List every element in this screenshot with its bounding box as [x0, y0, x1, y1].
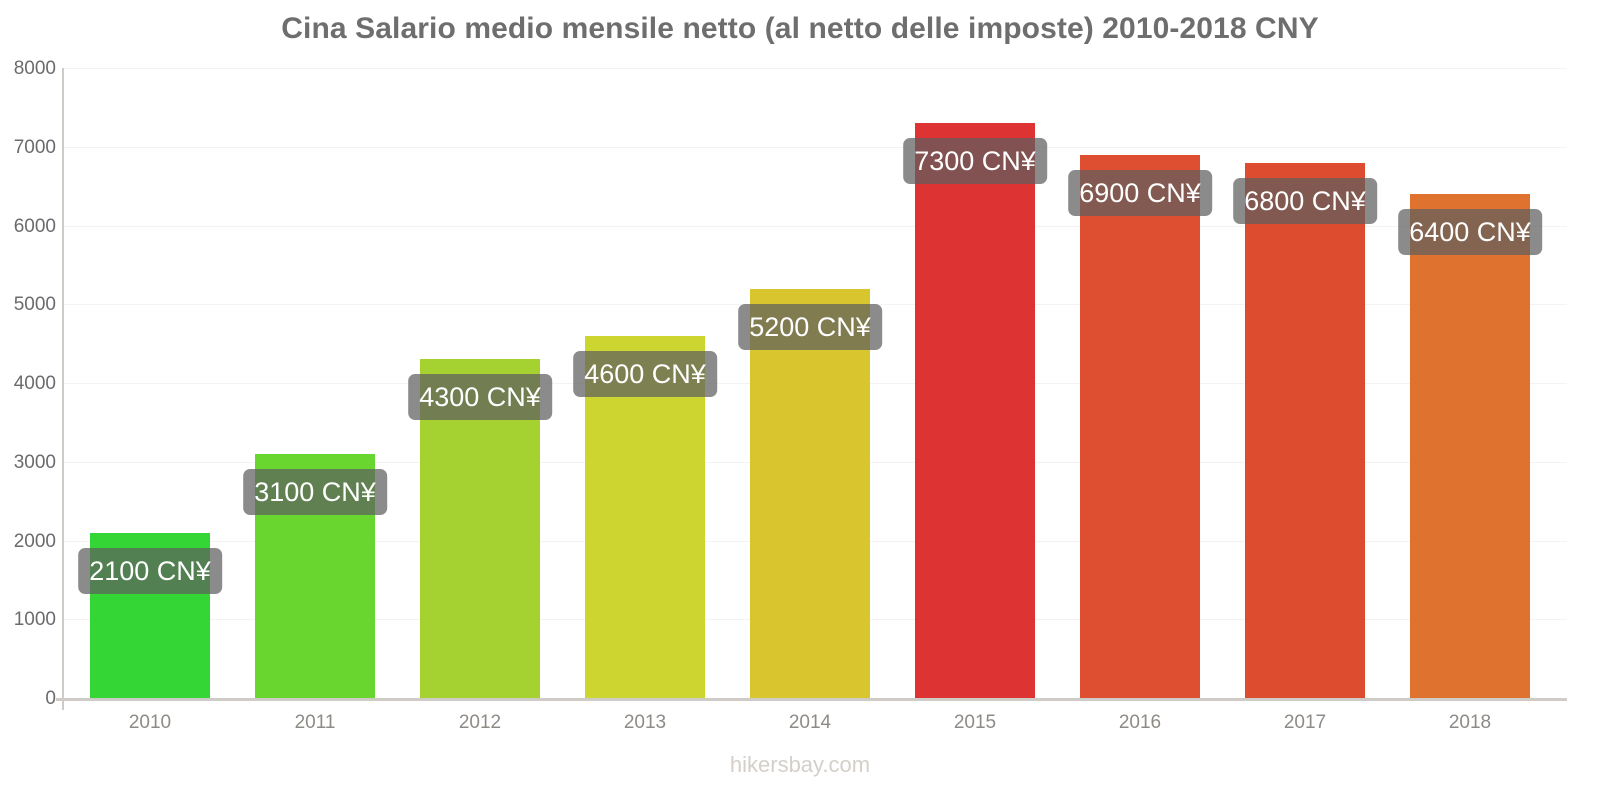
x-axis-tick-label: 2013 [623, 712, 667, 733]
x-axis-line [56, 698, 1567, 701]
y-axis-tick-label: 3000 [13, 451, 56, 473]
bar-value-label: 6800 CN¥ [1233, 177, 1377, 224]
bar[interactable] [1410, 194, 1530, 698]
x-axis-tick-label: 2018 [1448, 712, 1492, 733]
y-axis-tick-label: 1000 [13, 609, 56, 631]
x-axis-tick-label: 2017 [1283, 712, 1327, 733]
bar-value-label: 3100 CN¥ [243, 468, 387, 515]
bar-value-label: 5200 CN¥ [738, 303, 882, 350]
y-axis-tick-label: 0 [45, 688, 56, 709]
bar-value-label: 7300 CN¥ [903, 138, 1047, 185]
bar[interactable] [1080, 154, 1200, 698]
x-axis-tick-label: 2012 [458, 712, 502, 733]
page-title: Cina Salario medio mensile netto (al net… [281, 12, 1319, 45]
plot-area [62, 68, 1567, 699]
gridline [62, 225, 1567, 227]
y-axis-tick-label: 7000 [13, 136, 56, 158]
bar[interactable] [915, 123, 1035, 698]
y-axis-tick-label: 8000 [13, 58, 56, 79]
bar[interactable] [1245, 162, 1365, 698]
x-axis-tick-label: 2015 [953, 712, 997, 733]
x-axis-tick-label: 2010 [128, 712, 172, 733]
source-watermark: hikersbay.com [729, 752, 871, 777]
gridline [62, 146, 1567, 148]
y-axis-tick-label: 2000 [13, 530, 56, 552]
bar[interactable] [750, 288, 870, 698]
bar-value-label: 4600 CN¥ [573, 350, 717, 397]
gridline [62, 68, 1567, 69]
y-axis-tick-labels: 0 1000 2000 3000 4000 5000 6000 7000 8000 [0, 58, 56, 709]
bar-value-label: 2100 CN¥ [78, 547, 222, 594]
x-axis-tick-label: 2014 [788, 712, 832, 733]
y-axis-line [62, 68, 64, 700]
x-axis-origin-tick [62, 698, 64, 710]
x-axis-tick-label: 2011 [294, 712, 336, 733]
x-axis-tick-label: 2016 [1118, 712, 1162, 733]
bar-value-label: 6400 CN¥ [1398, 209, 1542, 255]
y-axis-tick-label: 5000 [13, 294, 56, 316]
bar-value-label: 4300 CN¥ [408, 374, 552, 421]
bar-value-label: 6900 CN¥ [1068, 169, 1212, 216]
y-axis-tick-label: 6000 [13, 215, 56, 237]
y-axis-tick-label: 4000 [13, 373, 56, 394]
